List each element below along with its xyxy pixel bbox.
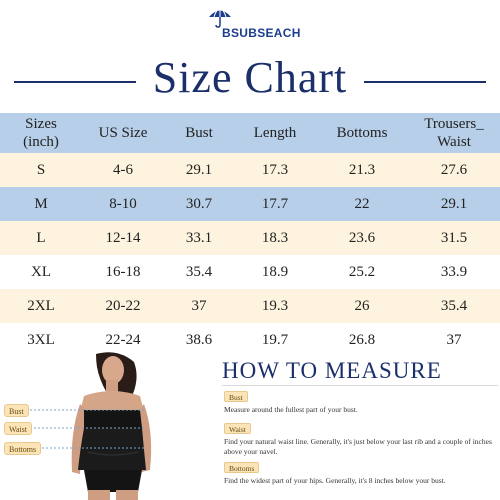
cell-bottoms: 23.6 — [316, 221, 408, 255]
cell-waist: 29.1 — [408, 187, 500, 221]
waist-description: Find your natural waist line. Generally,… — [224, 437, 492, 456]
cell-us-size: 20-22 — [82, 289, 164, 323]
header-sizes: Sizes (inch) — [0, 113, 82, 153]
cell-bottoms: 26.8 — [316, 323, 408, 357]
cell-bust: 37 — [164, 289, 234, 323]
title-rule-right — [364, 81, 486, 83]
title-rule-left — [14, 81, 136, 83]
waist-label: Waist — [4, 422, 33, 435]
cell-bust: 35.4 — [164, 255, 234, 289]
cell-size: S — [0, 153, 82, 187]
table-row: M 8-10 30.7 17.7 22 29.1 — [0, 187, 500, 221]
header-bust: Bust — [164, 113, 234, 153]
cell-us-size: 16-18 — [82, 255, 164, 289]
header-sizes-line1: Sizes — [25, 116, 57, 132]
cell-us-size: 4-6 — [82, 153, 164, 187]
brand-logo: BSUBSEACH — [0, 4, 500, 44]
table-row: 3XL 22-24 38.6 19.7 26.8 37 — [0, 323, 500, 357]
cell-bust: 29.1 — [164, 153, 234, 187]
header-trousers-waist: Trousers_ Waist — [408, 113, 500, 153]
cell-bottoms: 22 — [316, 187, 408, 221]
header-us-size-label: US Size — [98, 125, 148, 141]
cell-bust: 33.1 — [164, 221, 234, 255]
cell-bust: 38.6 — [164, 323, 234, 357]
bottoms-tag: Bottoms — [224, 462, 260, 473]
header-bust-label: Bust — [185, 125, 213, 141]
how-to-measure-title: HOW TO MEASURE — [222, 358, 442, 383]
table-row: 2XL 20-22 37 19.3 26 35.4 — [0, 289, 500, 323]
cell-us-size: 8-10 — [82, 187, 164, 221]
header-trousers-line1: Trousers_ — [424, 116, 484, 132]
title-row: Size Chart — [0, 52, 500, 108]
header-length: Length — [234, 113, 316, 153]
cell-size: M — [0, 187, 82, 221]
how-to-measure-rule — [222, 385, 498, 386]
cell-length: 17.7 — [234, 187, 316, 221]
cell-size: L — [0, 221, 82, 255]
header-trousers-line2: Waist — [437, 134, 471, 150]
table-row: S 4-6 29.1 17.3 21.3 27.6 — [0, 153, 500, 187]
cell-waist: 37 — [408, 323, 500, 357]
bust-tag: Bust — [224, 391, 248, 402]
header-us-size: US Size — [82, 113, 164, 153]
cell-size: 2XL — [0, 289, 82, 323]
header-bottoms-label: Bottoms — [336, 125, 388, 141]
bottoms-description: Find the widest part of your hips. Gener… — [224, 476, 446, 485]
bust-label: Bust — [4, 404, 29, 417]
waist-tag: Waist — [224, 423, 251, 434]
cell-waist: 27.6 — [408, 153, 500, 187]
cell-size: XL — [0, 255, 82, 289]
model-illustration — [0, 352, 220, 500]
cell-waist: 33.9 — [408, 255, 500, 289]
cell-bottoms: 21.3 — [316, 153, 408, 187]
cell-size: 3XL — [0, 323, 82, 357]
cell-length: 18.9 — [234, 255, 316, 289]
table-header-row: Sizes (inch) US Size Bust Length Bottoms… — [0, 113, 500, 153]
table-row: XL 16-18 35.4 18.9 25.2 33.9 — [0, 255, 500, 289]
umbrella-icon — [209, 7, 231, 28]
bust-description: Measure around the fullest part of your … — [224, 405, 358, 414]
brand-name: BSUBSEACH — [222, 26, 301, 40]
cell-waist: 35.4 — [408, 289, 500, 323]
cell-length: 17.3 — [234, 153, 316, 187]
header-sizes-line2: (inch) — [23, 134, 59, 150]
page-title: Size Chart — [152, 53, 348, 102]
cell-length: 18.3 — [234, 221, 316, 255]
how-to-measure: HOW TO MEASURE Bust Measure around the f… — [222, 358, 498, 498]
cell-waist: 31.5 — [408, 221, 500, 255]
header-length-label: Length — [253, 125, 297, 141]
model-figure: Bust Waist Bottoms — [0, 352, 220, 500]
cell-length: 19.3 — [234, 289, 316, 323]
bottoms-label: Bottoms — [4, 442, 42, 455]
cell-us-size: 12-14 — [82, 221, 164, 255]
cell-bust: 30.7 — [164, 187, 234, 221]
cell-bottoms: 26 — [316, 289, 408, 323]
cell-us-size: 22-24 — [82, 323, 164, 357]
cell-length: 19.7 — [234, 323, 316, 357]
header-bottoms: Bottoms — [316, 113, 408, 153]
table-row: L 12-14 33.1 18.3 23.6 31.5 — [0, 221, 500, 255]
cell-bottoms: 25.2 — [316, 255, 408, 289]
size-chart-table: Sizes (inch) US Size Bust Length Bottoms… — [0, 113, 500, 357]
